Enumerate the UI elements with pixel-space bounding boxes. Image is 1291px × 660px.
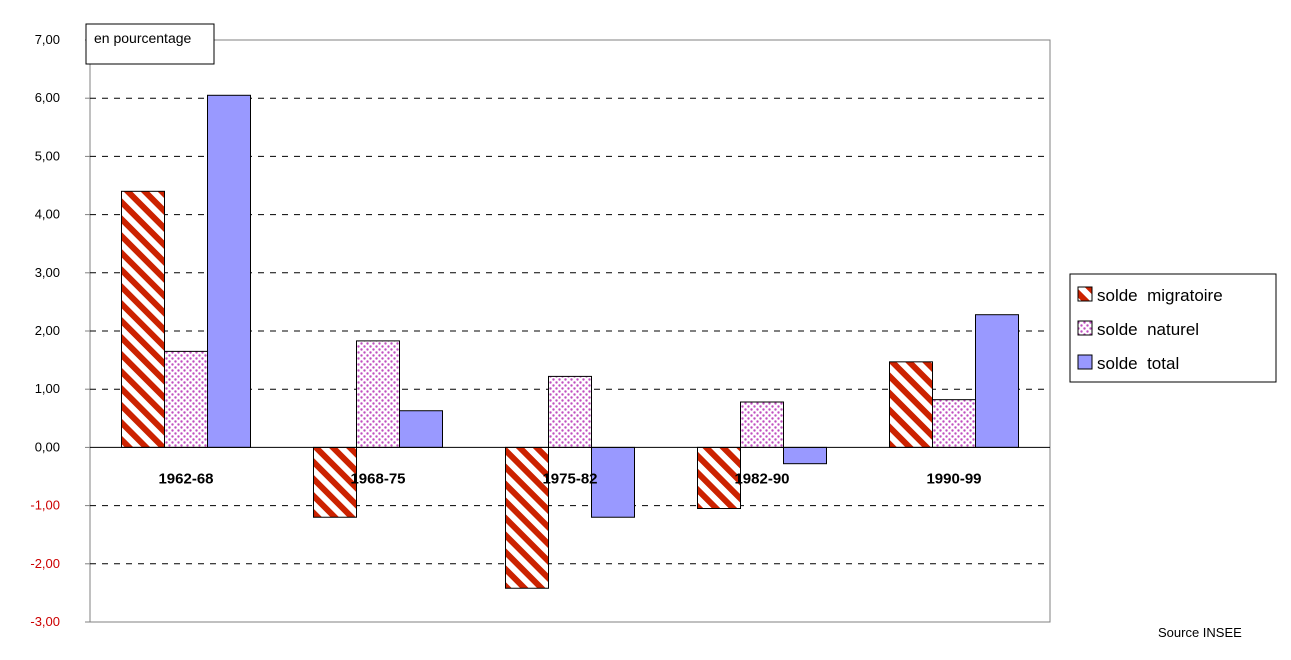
category-label: 1975-82 <box>542 470 597 487</box>
y-tick-label: 4,00 <box>35 207 60 222</box>
bar-solde-naturel-1968-75 <box>356 340 400 448</box>
category-label: 1990-99 <box>926 470 981 487</box>
source-note: Source INSEE <box>1158 625 1242 640</box>
bar-solde-total-1968-75 <box>399 410 443 448</box>
bar-solde-naturel-1975-82 <box>548 375 592 448</box>
y-tick-label: 2,00 <box>35 323 60 338</box>
y-axis-ticks: 7,00 6,00 5,00 4,00 3,00 2,00 1,00 0,00 -1,00 -2,… <box>30 32 90 629</box>
bar-solde-naturel-1962-68 <box>164 350 208 448</box>
y-tick-label: 1,00 <box>35 381 60 396</box>
legend-label-total: solde total <box>1097 354 1179 373</box>
bar-solde-migratoire-1962-68 <box>121 190 165 448</box>
y-tick-label: -1,00 <box>30 498 60 513</box>
legend: solde migratoire solde naturel solde tot… <box>1069 273 1277 383</box>
y-tick-label: -3,00 <box>30 614 60 629</box>
y-tick-label: 7,00 <box>35 32 60 47</box>
legend-label-migratoire: solde migratoire <box>1097 286 1223 305</box>
category-labels: 1962-68 1968-75 1975-82 1982-90 1990-99 <box>158 470 981 487</box>
legend-label-naturel: solde naturel <box>1097 320 1199 339</box>
y-tick-label: 3,00 <box>35 265 60 280</box>
legend-swatch-migratoire <box>1077 286 1093 302</box>
unit-box: en pourcentage <box>85 23 215 65</box>
bar-solde-naturel-1982-90 <box>740 401 784 448</box>
y-tick-label: 5,00 <box>35 148 60 163</box>
bar-solde-migratoire-1968-75 <box>313 446 357 518</box>
bar-solde-migratoire-1975-82 <box>505 446 549 589</box>
legend-swatch-total <box>1077 354 1093 370</box>
bars <box>121 94 1019 589</box>
category-label: 1968-75 <box>350 470 405 487</box>
bar-solde-migratoire-1990-99 <box>889 361 933 448</box>
y-tick-label: 6,00 <box>35 90 60 105</box>
bar-solde-migratoire-1982-90 <box>697 446 741 510</box>
unit-label: en pourcentage <box>94 30 192 46</box>
bar-solde-total-1975-82 <box>591 446 635 518</box>
y-tick-label: 0,00 <box>35 439 60 454</box>
bar-solde-total-1982-90 <box>783 446 827 465</box>
bar-solde-total-1990-99 <box>975 314 1019 448</box>
legend-swatch-naturel <box>1077 320 1093 336</box>
legend-box <box>1069 273 1277 383</box>
bar-solde-total-1962-68 <box>207 94 251 448</box>
category-label: 1982-90 <box>734 470 789 487</box>
bar-solde-naturel-1990-99 <box>932 399 976 448</box>
y-tick-label: -2,00 <box>30 556 60 571</box>
category-label: 1962-68 <box>158 470 213 487</box>
